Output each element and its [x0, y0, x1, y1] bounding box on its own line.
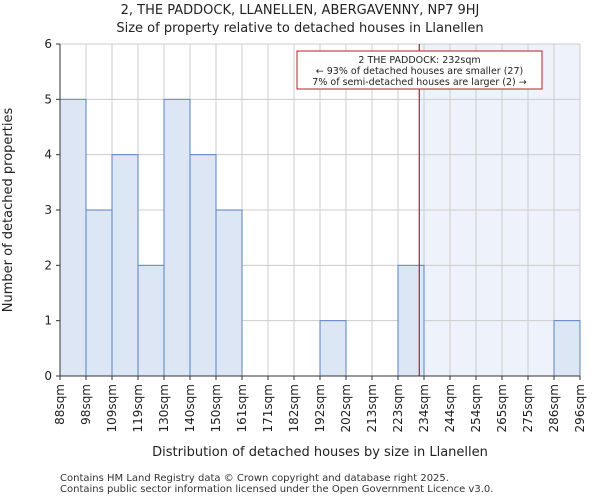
annotation-line-2: ← 93% of detached houses are smaller (27… [316, 66, 523, 77]
x-tick-label-213sqm: 213sqm [365, 384, 379, 432]
bar-98sqm [85, 209, 113, 377]
annotation-box [296, 50, 543, 90]
bar-140sqm [189, 154, 217, 377]
annotation-line-1: 2 THE PADDOCK: 232sqm [358, 55, 480, 66]
x-tick-label-234sqm: 234sqm [417, 384, 431, 432]
x-tick-label-244sqm: 244sqm [443, 384, 457, 432]
y-tick-label-4: 4 [44, 148, 52, 162]
y-tick-label-1: 1 [44, 314, 52, 328]
x-tick-label-182sqm: 182sqm [287, 384, 301, 432]
x-tick-label-296sqm: 296sqm [573, 384, 587, 432]
x-tick-label-254sqm: 254sqm [469, 384, 483, 432]
x-tick-label-192sqm: 192sqm [313, 384, 327, 432]
bar-130sqm [163, 98, 191, 377]
x-tick-label-88sqm: 88sqm [53, 384, 67, 425]
x-tick-label-119sqm: 119sqm [131, 384, 145, 432]
bar-192sqm [319, 320, 347, 377]
bar-223sqm [397, 264, 425, 377]
y-axis-title: Number of detached properties [1, 108, 16, 313]
footer-copyright: Contains HM Land Registry data © Crown c… [60, 473, 449, 484]
annotation-line-3: 7% of semi-detached houses are larger (2… [312, 77, 526, 88]
x-tick-label-202sqm: 202sqm [339, 384, 353, 432]
chart-title: 2, THE PADDOCK, LLANELLEN, ABERGAVENNY, … [120, 3, 480, 18]
x-tick-label-109sqm: 109sqm [105, 384, 119, 432]
x-tick-label-286sqm: 286sqm [547, 384, 561, 432]
bar-119sqm [137, 264, 165, 377]
x-tick-label-140sqm: 140sqm [183, 384, 197, 432]
x-tick-label-98sqm: 98sqm [79, 384, 93, 425]
bar-150sqm [215, 209, 243, 377]
x-tick-label-223sqm: 223sqm [391, 384, 405, 432]
y-tick-label-5: 5 [44, 92, 52, 106]
bar-88sqm [59, 98, 87, 377]
y-tick-label-6: 6 [44, 37, 52, 51]
x-tick-label-150sqm: 150sqm [209, 384, 223, 432]
bar-286sqm [553, 320, 581, 377]
footer-licence: Contains public sector information licen… [60, 484, 494, 495]
y-tick-label-2: 2 [44, 258, 52, 272]
x-tick-label-265sqm: 265sqm [495, 384, 509, 432]
x-tick-label-275sqm: 275sqm [521, 384, 535, 432]
y-tick-label-0: 0 [44, 369, 52, 383]
x-tick-label-161sqm: 161sqm [235, 384, 249, 432]
chart-subtitle: Size of property relative to detached ho… [116, 21, 484, 36]
y-tick-label-3: 3 [44, 203, 52, 217]
x-tick-label-171sqm: 171sqm [261, 384, 275, 432]
x-axis-title: Distribution of detached houses by size … [152, 445, 488, 460]
bar-109sqm [111, 154, 139, 377]
x-tick-label-130sqm: 130sqm [157, 384, 171, 432]
